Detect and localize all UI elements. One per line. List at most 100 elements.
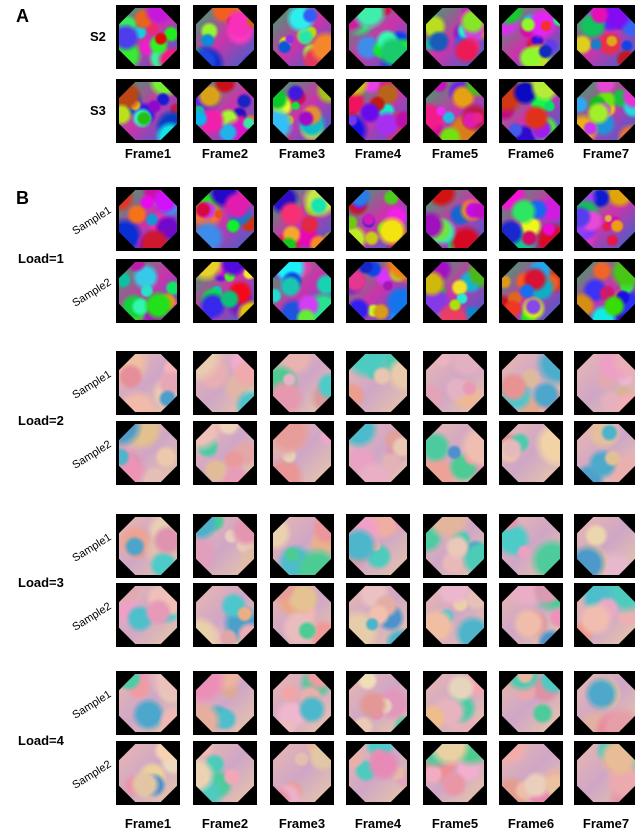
frame-label: Frame6 (507, 816, 555, 831)
image-tile (346, 671, 410, 735)
image-tile (346, 351, 410, 415)
image-tile (193, 741, 257, 805)
image-tile (346, 514, 410, 578)
frame-label: Frame1 (124, 816, 172, 831)
frame-label: Frame3 (278, 816, 326, 831)
tile-image (273, 190, 331, 248)
tile-image (426, 744, 484, 802)
frame-label: Frame5 (431, 146, 479, 161)
image-tile (270, 5, 334, 69)
image-tile (116, 421, 180, 485)
tile-image (196, 674, 254, 732)
tile-image (502, 8, 560, 66)
tile-image (273, 517, 331, 575)
image-tile (193, 5, 257, 69)
tile-image (502, 674, 560, 732)
image-tile (116, 351, 180, 415)
image-tile (346, 421, 410, 485)
image-tile (346, 259, 410, 323)
image-tile (193, 514, 257, 578)
tile-image (119, 517, 177, 575)
image-tile (574, 741, 635, 805)
tile-image (426, 586, 484, 644)
image-tile (574, 421, 635, 485)
tile-image (196, 744, 254, 802)
tile-image (119, 674, 177, 732)
image-tile (346, 79, 410, 143)
tile-image (196, 424, 254, 482)
tile-image (119, 744, 177, 802)
frame-label: Frame1 (124, 146, 172, 161)
image-tile (193, 187, 257, 251)
image-tile (423, 5, 487, 69)
image-tile (270, 259, 334, 323)
image-tile (423, 741, 487, 805)
tile-image (119, 586, 177, 644)
frame-label: Frame7 (582, 146, 630, 161)
tile-image (349, 674, 407, 732)
tile-image (577, 744, 635, 802)
image-tile (499, 259, 563, 323)
image-tile (270, 583, 334, 647)
row-label: S3 (90, 103, 106, 118)
tile-image (119, 424, 177, 482)
tile-image (577, 354, 635, 412)
image-tile (270, 187, 334, 251)
tile-image (273, 424, 331, 482)
tile-image (577, 262, 635, 320)
frame-label: Frame7 (582, 816, 630, 831)
image-tile (423, 583, 487, 647)
tile-image (273, 262, 331, 320)
image-tile (423, 421, 487, 485)
image-tile (499, 79, 563, 143)
image-tile (423, 514, 487, 578)
tile-image (502, 262, 560, 320)
image-tile (270, 421, 334, 485)
tile-image (426, 424, 484, 482)
tile-image (577, 190, 635, 248)
frame-label: Frame4 (354, 146, 402, 161)
image-tile (499, 583, 563, 647)
sample-label: Sample1 (70, 531, 114, 565)
image-tile (574, 671, 635, 735)
image-tile (116, 583, 180, 647)
tile-image (349, 354, 407, 412)
image-tile (193, 259, 257, 323)
panel-label: A (16, 6, 29, 26)
image-tile (499, 514, 563, 578)
image-tile (423, 671, 487, 735)
tile-image (502, 190, 560, 248)
tile-image (119, 82, 177, 140)
image-tile (270, 741, 334, 805)
image-tile (346, 741, 410, 805)
tile-image (349, 744, 407, 802)
sample-label: Sample1 (70, 688, 114, 722)
tile-image (502, 744, 560, 802)
image-tile (193, 351, 257, 415)
image-tile (574, 514, 635, 578)
tile-image (502, 82, 560, 140)
tile-image (349, 424, 407, 482)
load-label: Load=3 (18, 575, 64, 590)
tile-image (119, 190, 177, 248)
row-label: S2 (90, 29, 106, 44)
tile-image (577, 674, 635, 732)
image-tile (574, 259, 635, 323)
tile-image (577, 8, 635, 66)
sample-label: Sample2 (70, 600, 114, 634)
image-tile (574, 187, 635, 251)
tile-image (426, 8, 484, 66)
image-tile (499, 5, 563, 69)
tile-image (119, 354, 177, 412)
sample-label: Sample2 (70, 438, 114, 472)
tile-image (502, 517, 560, 575)
tile-image (273, 674, 331, 732)
image-tile (116, 5, 180, 69)
tile-image (196, 354, 254, 412)
tile-image (426, 517, 484, 575)
image-tile (193, 583, 257, 647)
frame-label: Frame4 (354, 816, 402, 831)
image-tile (346, 5, 410, 69)
load-label: Load=2 (18, 413, 64, 428)
